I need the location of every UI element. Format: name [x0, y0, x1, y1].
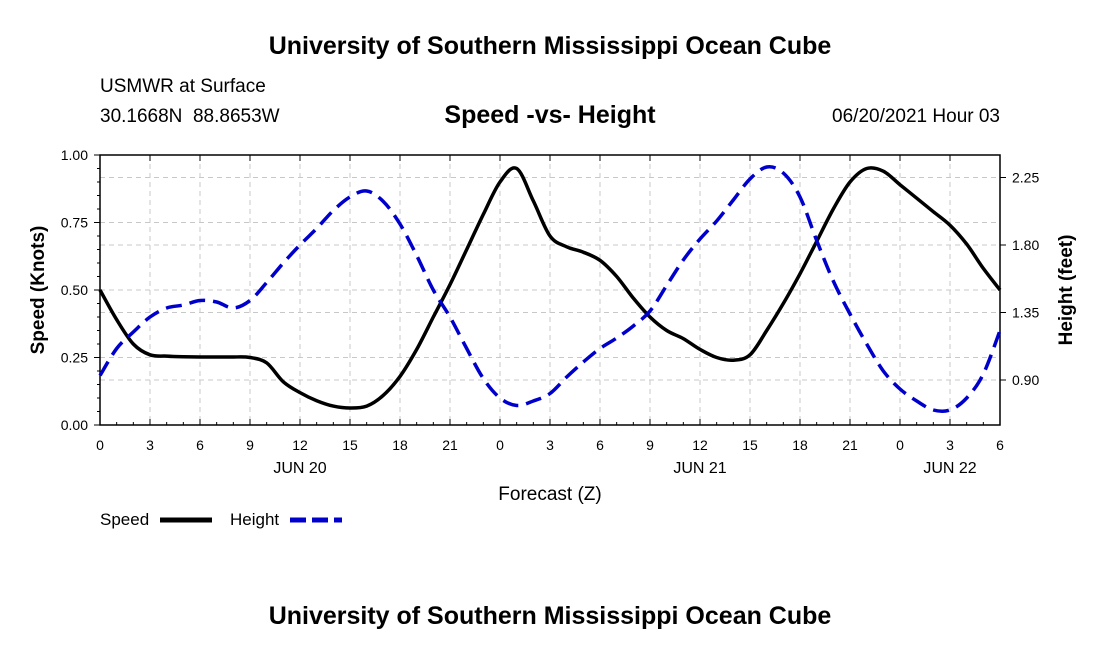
timestamp: 06/20/2021 Hour 03 — [832, 106, 1000, 127]
y-left-tick-label: 1.00 — [61, 147, 88, 163]
series-height-line — [98, 165, 1002, 414]
x-tick-label: 0 — [96, 437, 104, 453]
y-left-tick-label: 0.25 — [61, 350, 88, 366]
legend-speed-label: Speed — [100, 510, 149, 529]
speed-height-chart: 0 3 6 9 12 15 18 21 0 3 6 9 12 15 18 21 0 3 6 JUN 20 JUN 21 J… — [28, 147, 1077, 529]
station-coords: 30.1668N 88.8653W — [100, 106, 280, 127]
top-title: University of Southern Mississippi Ocean… — [268, 32, 832, 60]
y-right-tick-label: 2.25 — [1012, 170, 1039, 186]
x-tick-label: 12 — [292, 437, 308, 453]
series-speed-line — [98, 166, 1002, 410]
x-tick-label: 21 — [842, 437, 858, 453]
y-right-tick-label: 1.35 — [1012, 305, 1039, 321]
x-tick-label: 3 — [146, 437, 154, 453]
x-date-label: JUN 21 — [673, 460, 726, 477]
series — [98, 165, 1002, 414]
x-tick-label: 9 — [646, 437, 654, 453]
x-tick-label: 0 — [896, 437, 904, 453]
x-tick-label: 6 — [196, 437, 204, 453]
y-right-axis-label: Height (feet) — [1056, 235, 1077, 346]
y-left-tick-label: 0.50 — [61, 282, 88, 298]
y-left-tick-label: 0.75 — [61, 215, 88, 231]
y-left-axis-label: Speed (Knots) — [28, 226, 49, 355]
y-right-tick-label: 0.90 — [1012, 372, 1039, 388]
x-tick-label: 0 — [496, 437, 504, 453]
chart-title: Speed -vs- Height — [444, 101, 656, 129]
y-left-tick-label: 0.00 — [61, 417, 88, 433]
grid — [100, 155, 1000, 425]
y-right-tick-label: 1.80 — [1012, 237, 1039, 253]
axes: 0 3 6 9 12 15 18 21 0 3 6 9 12 15 18 21 0 3 6 JUN 20 JUN 21 J… — [61, 147, 1040, 477]
x-tick-label: 6 — [596, 437, 604, 453]
x-tick-label: 12 — [692, 437, 708, 453]
x-axis-label: Forecast (Z) — [498, 484, 601, 505]
x-tick-label: 18 — [392, 437, 408, 453]
x-tick-label: 9 — [246, 437, 254, 453]
x-date-label: JUN 22 — [923, 460, 976, 477]
x-tick-label: 6 — [996, 437, 1004, 453]
bottom-title: University of Southern Mississippi Ocean… — [268, 602, 832, 630]
x-tick-label: 18 — [792, 437, 808, 453]
x-tick-label: 15 — [742, 437, 758, 453]
x-tick-label: 3 — [546, 437, 554, 453]
legend-height-label: Height — [230, 510, 279, 529]
x-date-label: JUN 20 — [273, 460, 326, 477]
station-name: USMWR at Surface — [100, 76, 266, 97]
x-tick-label: 21 — [442, 437, 458, 453]
x-tick-label: 3 — [946, 437, 954, 453]
x-tick-label: 15 — [342, 437, 358, 453]
